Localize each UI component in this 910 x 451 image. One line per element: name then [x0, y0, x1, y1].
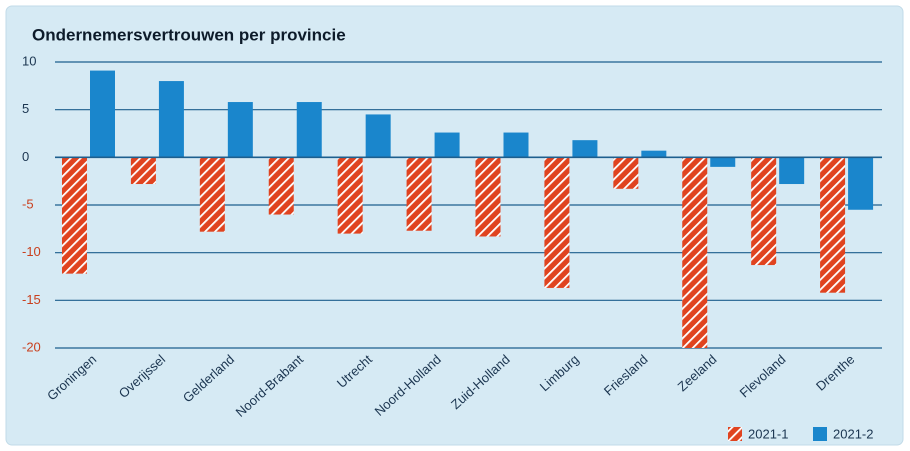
bar	[227, 102, 253, 158]
bar	[751, 157, 777, 266]
bar	[130, 157, 156, 185]
legend-label: 2021-2	[833, 426, 873, 441]
bar	[434, 132, 460, 158]
bar	[475, 157, 501, 237]
y-tick-label: -5	[22, 196, 34, 211]
legend-swatch	[728, 427, 742, 441]
bar	[158, 81, 184, 158]
legend-label: 2021-1	[748, 426, 788, 441]
bar	[365, 114, 391, 158]
y-tick-label: -20	[22, 339, 41, 354]
bar	[710, 157, 736, 167]
bar	[682, 157, 708, 348]
chart-title: Ondernemersvertrouwen per provincie	[32, 25, 346, 44]
bar	[820, 157, 846, 293]
bar	[296, 102, 322, 158]
bar	[62, 157, 87, 274]
y-tick-label: 10	[22, 53, 36, 68]
bar	[90, 70, 115, 158]
y-tick-label: -15	[22, 292, 41, 307]
bar	[337, 157, 363, 234]
bar	[406, 157, 432, 231]
y-tick-label: -10	[22, 244, 41, 259]
bar	[268, 157, 294, 215]
y-tick-label: 5	[22, 101, 29, 116]
bar	[503, 132, 529, 158]
legend-swatch	[813, 427, 827, 441]
y-tick-label: 0	[22, 149, 29, 164]
bar	[613, 157, 639, 189]
bar	[779, 157, 805, 185]
bar	[572, 140, 598, 158]
bar	[544, 157, 570, 288]
bar	[848, 157, 874, 210]
bar	[199, 157, 225, 232]
bar	[641, 150, 667, 158]
